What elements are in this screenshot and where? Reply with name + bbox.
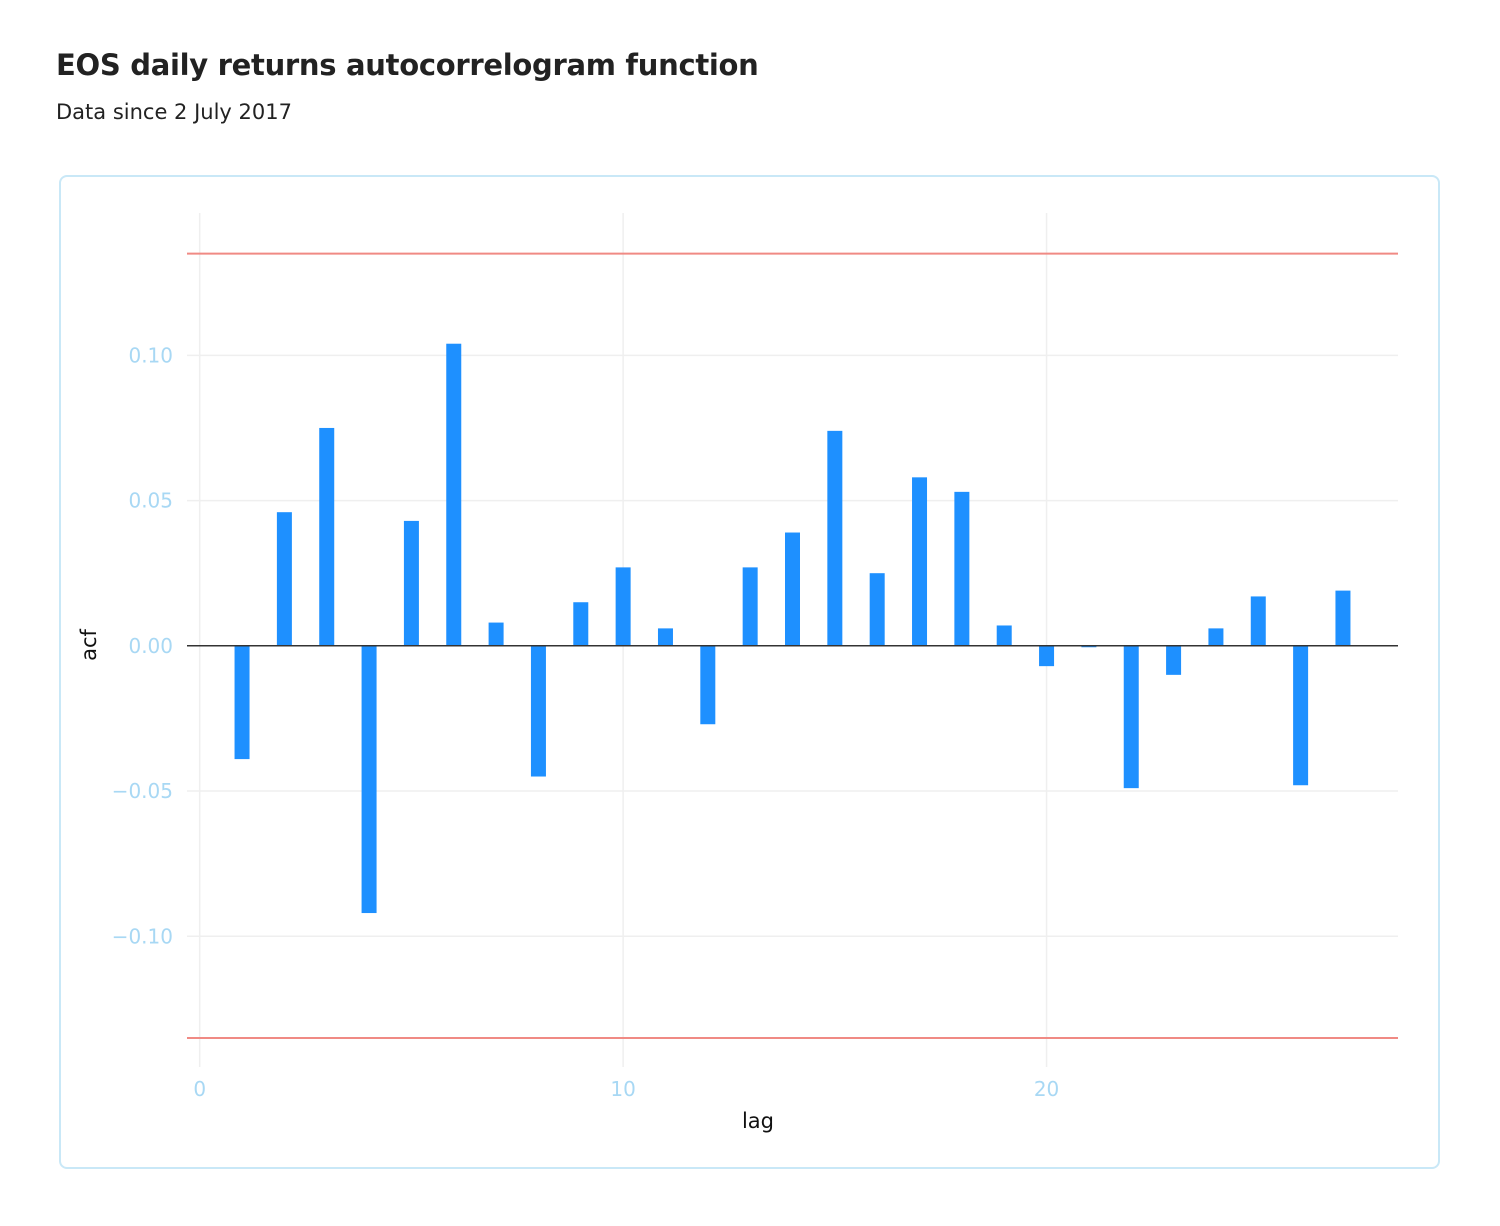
acf-bar-lag-11 bbox=[657, 628, 673, 646]
y-tick-label: −0.05 bbox=[112, 779, 173, 803]
acf-bar-lag-16 bbox=[869, 573, 885, 646]
acf-bar-lag-22 bbox=[1123, 645, 1139, 789]
acf-bar-lag-5 bbox=[403, 520, 419, 646]
y-tick-label: 0.05 bbox=[128, 489, 173, 513]
x-tick-label: 10 bbox=[610, 1077, 635, 1101]
chart-subtitle: Data since 2 July 2017 bbox=[56, 100, 292, 124]
acf-bar-lag-20 bbox=[1039, 645, 1055, 667]
acf-bar-lag-1 bbox=[234, 645, 250, 760]
y-tick-label: 0.10 bbox=[128, 343, 173, 367]
acf-bar-lag-13 bbox=[742, 567, 758, 646]
grid-lines bbox=[187, 213, 1398, 1067]
acf-bar-lag-3 bbox=[319, 427, 335, 646]
acf-bar-lag-9 bbox=[573, 602, 589, 646]
acf-bar-lag-17 bbox=[912, 477, 928, 646]
confidence-bounds bbox=[187, 252, 1398, 1039]
acf-bar-lag-27 bbox=[1335, 590, 1351, 646]
acf-bar-lag-10 bbox=[615, 567, 631, 646]
x-tick-label: 20 bbox=[1034, 1077, 1059, 1101]
y-axis-title: acf bbox=[77, 628, 101, 660]
acf-bar-lag-26 bbox=[1293, 645, 1309, 786]
x-axis-title: lag bbox=[742, 1109, 774, 1133]
acf-bar-lag-24 bbox=[1208, 628, 1224, 646]
y-tick-label: −0.10 bbox=[112, 924, 173, 948]
acf-bar-lag-23 bbox=[1166, 645, 1182, 675]
acf-bar-lag-25 bbox=[1250, 596, 1266, 646]
x-tick-label: 0 bbox=[193, 1077, 206, 1101]
acf-bar-lag-18 bbox=[954, 491, 970, 646]
chart-title: EOS daily returns autocorrelogram functi… bbox=[56, 48, 759, 82]
acf-bar-lag-7 bbox=[488, 622, 504, 646]
acf-bar-lag-12 bbox=[700, 645, 716, 725]
y-tick-label: 0.00 bbox=[128, 634, 173, 658]
acf-bar-lag-4 bbox=[361, 645, 377, 914]
acf-bar-lag-19 bbox=[996, 625, 1012, 646]
acf-bar-lag-2 bbox=[276, 512, 292, 646]
acf-bar-lag-8 bbox=[530, 645, 546, 777]
acf-bar-lag-6 bbox=[446, 343, 462, 646]
acf-bar-lag-14 bbox=[785, 532, 800, 646]
tick-labels: 0 10 20 0.10 0.05 0.00 −0.05 −0.10 bbox=[112, 343, 1060, 1101]
bars bbox=[234, 343, 1351, 914]
chart-panel bbox=[59, 175, 1440, 1169]
acf-bar-lag-15 bbox=[827, 430, 843, 646]
